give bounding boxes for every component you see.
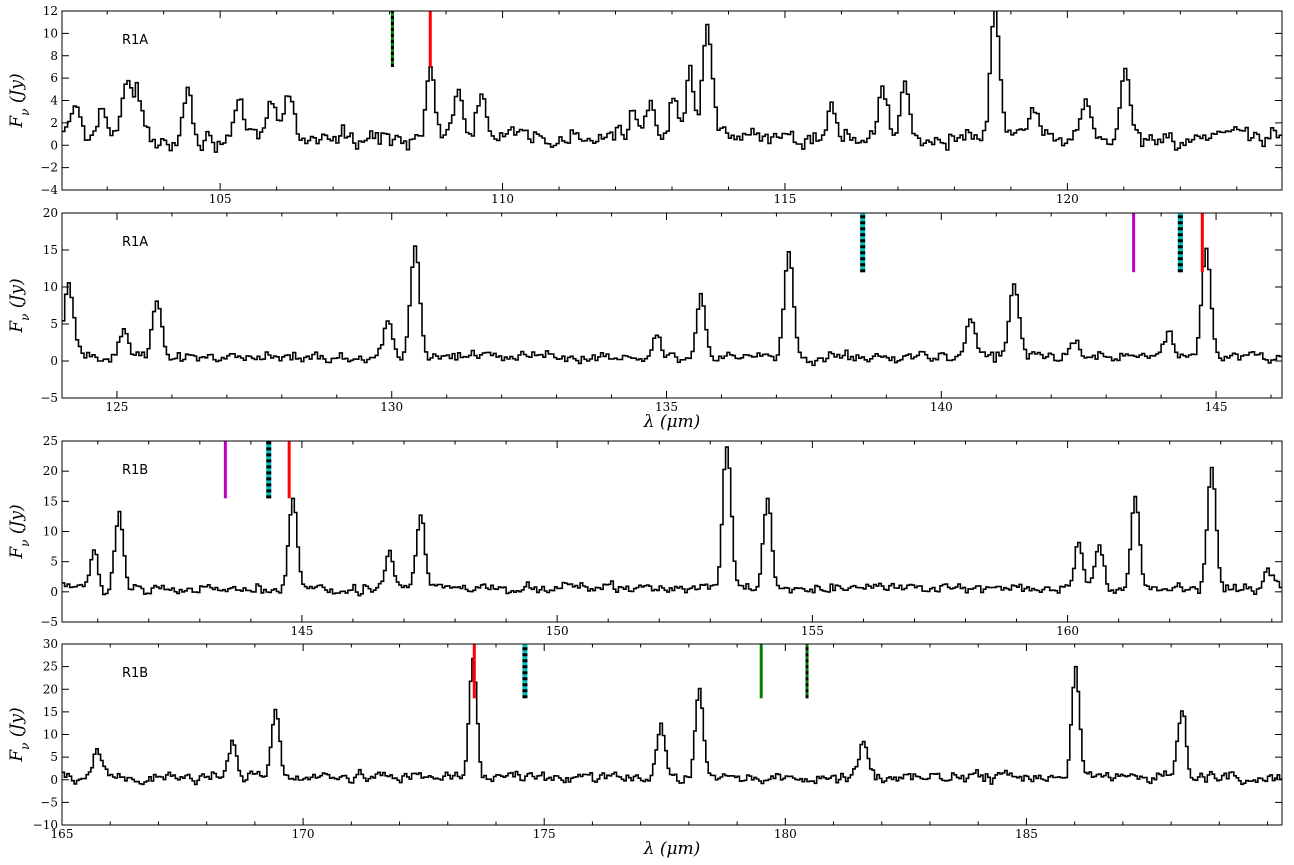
y-tick-label: 5 — [50, 750, 58, 764]
y-tick-label: 0 — [50, 585, 58, 599]
x-tick-label: 170 — [292, 827, 315, 841]
x-axis-label: λ (μm) — [643, 839, 701, 859]
spectrum-series-line — [62, 446, 1282, 597]
x-tick-label: 125 — [106, 400, 129, 414]
y-tick-label: 25 — [43, 434, 58, 448]
spectrum-series-line — [62, 657, 1282, 786]
y-tick-label: 0 — [50, 138, 58, 152]
y-tick-label: 5 — [50, 317, 58, 331]
y-tick-label: 15 — [43, 494, 58, 508]
y-tick-label: 4 — [50, 94, 58, 108]
x-tick-label: 180 — [774, 827, 797, 841]
chart-panel-4: 165 170 175 180 185 −10 −5 0 5 10 15 20 25 30 R1B Fν (J… — [7, 637, 1283, 859]
y-axis-label: Fν (Jy) — [7, 278, 32, 333]
spectrum-series-line — [62, 11, 1282, 153]
x-tick-label: 145 — [290, 624, 313, 638]
axes-frame — [61, 440, 1283, 623]
y-tick-label: 8 — [50, 49, 58, 63]
x-tick-label: 120 — [1056, 192, 1079, 206]
y-tick-label: 2 — [50, 116, 58, 130]
x-tick-label: 110 — [491, 192, 514, 206]
x-tick-label: 150 — [546, 624, 569, 638]
panel-label: R1B — [122, 463, 148, 478]
x-tick-label: 105 — [209, 192, 232, 206]
y-axis-label: Fν (Jy) — [7, 504, 32, 559]
chart-panel-1: 105 110 115 120 −4 −2 0 2 4 6 8 10 12 R1A Fν (Jy) — [7, 4, 1283, 206]
y-tick-label: 20 — [43, 682, 58, 696]
y-tick-label: 10 — [43, 525, 58, 539]
y-tick-label: 0 — [50, 354, 58, 368]
y-tick-label: −5 — [40, 615, 58, 629]
axes-frame — [61, 212, 1283, 399]
x-tick-label: 165 — [51, 827, 74, 841]
panel-label: R1A — [122, 33, 148, 48]
x-tick-label: 135 — [655, 400, 678, 414]
y-tick-label: 10 — [43, 26, 58, 40]
panel-label: R1B — [122, 666, 148, 681]
y-tick-label: −2 — [40, 161, 58, 175]
y-tick-label: 10 — [43, 280, 58, 294]
chart-panel-2: 125 130 135 140 145 −5 0 5 10 15 20 R1A Fν (Jy) λ (μm… — [7, 206, 1283, 432]
x-axis-label: λ (μm) — [643, 412, 701, 432]
x-tick-label: 175 — [533, 827, 556, 841]
x-tick-label: 160 — [1056, 624, 1079, 638]
y-tick-label: 10 — [43, 728, 58, 742]
panel-label: R1A — [122, 235, 148, 250]
y-axis-label: Fν (Jy) — [7, 707, 32, 762]
x-tick-label: 155 — [801, 624, 824, 638]
y-tick-label: 0 — [50, 773, 58, 787]
chart-panel-3: 145 150 155 160 −5 0 5 10 15 20 25 R1B Fν (Jy) — [7, 434, 1283, 638]
y-tick-label: 15 — [43, 705, 58, 719]
y-tick-label: −10 — [33, 818, 58, 832]
y-tick-label: 15 — [43, 243, 58, 257]
y-axis-label: Fν (Jy) — [7, 73, 32, 128]
x-tick-label: 145 — [1205, 400, 1228, 414]
y-tick-label: 5 — [50, 555, 58, 569]
y-tick-label: 20 — [43, 464, 58, 478]
x-tick-label: 130 — [380, 400, 403, 414]
y-tick-label: −5 — [40, 391, 58, 405]
y-tick-label: −4 — [40, 183, 58, 197]
x-tick-label: 140 — [930, 400, 953, 414]
y-tick-label: 30 — [43, 637, 58, 651]
x-tick-label: 185 — [1015, 827, 1038, 841]
y-tick-label: 20 — [43, 206, 58, 220]
y-tick-label: −5 — [40, 795, 58, 809]
spectrum-series-line — [62, 245, 1282, 367]
x-tick-label: 115 — [774, 192, 797, 206]
y-tick-label: 12 — [43, 4, 58, 18]
y-tick-label: 25 — [43, 660, 58, 674]
y-tick-label: 6 — [50, 71, 58, 85]
axes-frame — [61, 643, 1283, 826]
